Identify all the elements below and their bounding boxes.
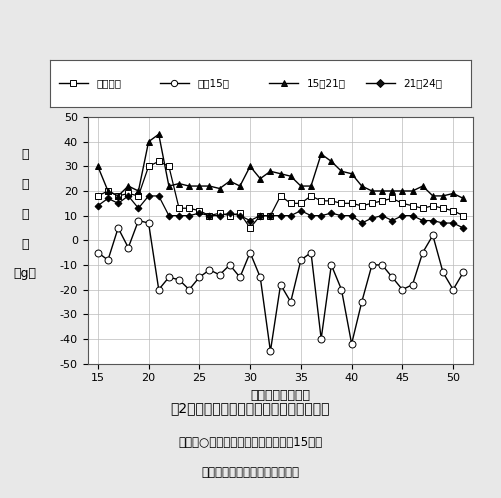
Text: 注　－○－　は５時の果重に対する15時に: 注 －○－ は５時の果重に対する15時に xyxy=(178,436,323,449)
Text: 変: 変 xyxy=(22,208,29,221)
Text: （g）: （g） xyxy=(14,267,37,280)
Text: ０～５時: ０～５時 xyxy=(96,78,121,89)
Text: 化: 化 xyxy=(22,238,29,250)
Text: 重: 重 xyxy=(22,178,29,191)
Text: 21～24時: 21～24時 xyxy=(404,78,442,89)
Text: ５～15時: ５～15時 xyxy=(197,78,229,89)
Text: おける増減量を示す: おける増減量を示す xyxy=(201,466,300,479)
Text: 15～21時: 15～21時 xyxy=(307,78,346,89)
Text: 果: 果 xyxy=(22,148,29,161)
Text: 図2　メロン果重の時間帯別増減量の推移: 図2 メロン果重の時間帯別増減量の推移 xyxy=(171,401,330,415)
X-axis label: 交配後日数（日）: 交配後日数（日） xyxy=(250,389,311,402)
